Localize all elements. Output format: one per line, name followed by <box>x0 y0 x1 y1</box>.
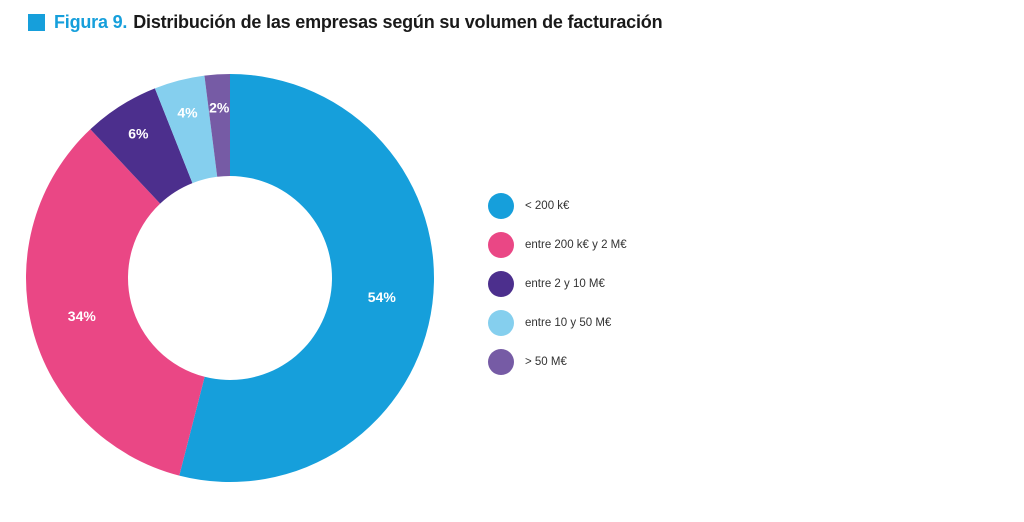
legend-label: < 200 k€ <box>525 199 570 212</box>
donut-slice-2 <box>90 88 193 204</box>
legend-item-1: entre 200 k€ y 2 M€ <box>488 225 627 264</box>
legend-item-3: entre 10 y 50 M€ <box>488 303 627 342</box>
donut-slice-4 <box>204 74 230 177</box>
slice-data-label-1: 34% <box>68 308 97 324</box>
donut-slice-1 <box>25 129 205 476</box>
legend-item-0: < 200 k€ <box>488 186 627 225</box>
legend-swatch-icon <box>488 348 514 375</box>
slice-data-label-0: 54% <box>368 289 397 305</box>
legend-swatch-icon <box>488 270 514 297</box>
chart-legend: < 200 k€ entre 200 k€ y 2 M€ entre 2 y 10 … <box>488 186 627 381</box>
donut-slice-3 <box>154 75 218 184</box>
chart-title: Distribución de las empresas según su vo… <box>133 12 663 32</box>
legend-swatch-icon <box>488 309 514 336</box>
figure-number: Figura 9. <box>54 12 128 32</box>
legend-label: entre 2 y 10 M€ <box>525 277 605 290</box>
slice-data-label-4: 2% <box>209 99 230 115</box>
legend-item-2: entre 2 y 10 M€ <box>488 264 627 303</box>
donut-slice-0 <box>179 74 434 482</box>
legend-label: entre 10 y 50 M€ <box>525 316 612 329</box>
legend-swatch-icon <box>488 192 514 219</box>
slice-data-label-2: 6% <box>128 126 149 142</box>
legend-label: > 50 M€ <box>525 355 567 368</box>
slice-data-label-3: 4% <box>177 104 198 120</box>
accent-square-icon <box>28 14 45 31</box>
legend-swatch-icon <box>488 231 514 258</box>
legend-label: entre 200 k€ y 2 M€ <box>525 238 627 251</box>
legend-item-4: > 50 M€ <box>488 342 627 381</box>
figure-header: Figura 9. Distribución de las empresas s… <box>28 12 663 33</box>
